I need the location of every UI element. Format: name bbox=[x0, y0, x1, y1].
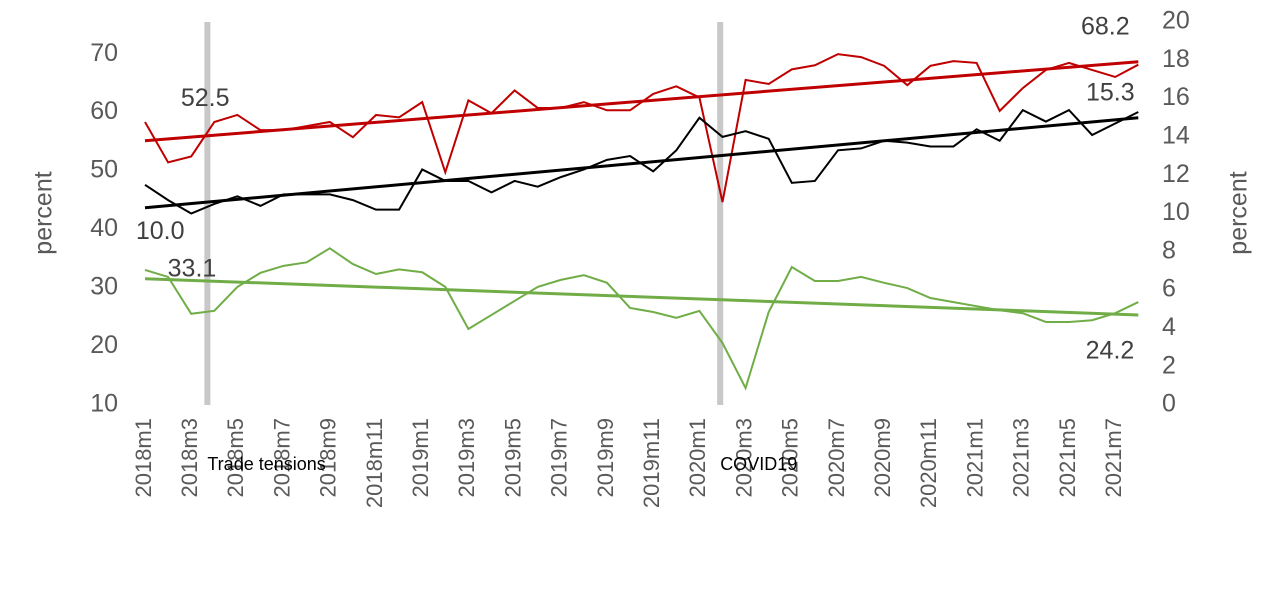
x-tick-label: 2018m5 bbox=[223, 418, 248, 498]
x-tick-label: 2019m3 bbox=[454, 418, 479, 498]
y2-tick-label: 0 bbox=[1162, 390, 1176, 418]
y2-tick-label: 12 bbox=[1162, 160, 1190, 188]
y2-axis-label: percent bbox=[1225, 171, 1253, 254]
x-tick-label: 2020m3 bbox=[731, 418, 756, 498]
x-tick-label: 2018m11 bbox=[362, 418, 387, 508]
x-tick-label: 2018m3 bbox=[177, 418, 202, 498]
x-tick-label: 2018m9 bbox=[316, 418, 341, 498]
y2-tick-label: 2 bbox=[1162, 351, 1176, 379]
y2-tick-label: 14 bbox=[1162, 122, 1190, 150]
y-axis-label: percent bbox=[30, 171, 58, 254]
x-tick-label: 2019m5 bbox=[500, 418, 525, 498]
x-tick-label: 2020m9 bbox=[870, 418, 895, 498]
x-tick-label: 2021m7 bbox=[1101, 418, 1126, 498]
annotation: 24.2 bbox=[1086, 337, 1135, 365]
y2-tick-label: 18 bbox=[1162, 45, 1190, 73]
event-label: Trade tensions bbox=[207, 454, 325, 474]
y-tick-label: 40 bbox=[90, 214, 118, 242]
annotation: 10.0 bbox=[136, 217, 185, 245]
annotation: 52.5 bbox=[181, 84, 230, 112]
annotation: 15.3 bbox=[1086, 79, 1135, 107]
x-tick-label: 2019m1 bbox=[408, 418, 433, 498]
annotation: 33.1 bbox=[168, 255, 217, 283]
y2-tick-label: 20 bbox=[1162, 7, 1190, 35]
annotation: 68.2 bbox=[1081, 12, 1130, 40]
x-tick-label: 2020m1 bbox=[685, 418, 710, 498]
x-tick-label: 2019m11 bbox=[639, 418, 664, 508]
x-tick-label: 2021m1 bbox=[962, 418, 987, 498]
x-tick-label: 2018m1 bbox=[131, 418, 156, 498]
x-tick-label: 2021m5 bbox=[1055, 418, 1080, 498]
x-tick-label: 2020m7 bbox=[824, 418, 849, 498]
y2-tick-label: 6 bbox=[1162, 275, 1176, 303]
trend-line bbox=[144, 277, 1139, 317]
x-tick-label: 2020m11 bbox=[916, 418, 941, 508]
event-label: COVID19 bbox=[720, 454, 797, 474]
series-line bbox=[144, 247, 1139, 391]
y2-tick-label: 10 bbox=[1162, 198, 1190, 226]
y-tick-label: 10 bbox=[90, 390, 118, 418]
y-tick-label: 30 bbox=[90, 273, 118, 301]
y2-tick-label: 8 bbox=[1162, 236, 1176, 264]
x-tick-label: 2019m9 bbox=[593, 418, 618, 498]
y-tick-label: 60 bbox=[90, 97, 118, 125]
y-tick-label: 70 bbox=[90, 39, 118, 67]
y-tick-label: 50 bbox=[90, 156, 118, 184]
trend-line bbox=[144, 60, 1139, 143]
trend-line bbox=[144, 116, 1139, 210]
y2-tick-label: 16 bbox=[1162, 83, 1190, 111]
x-tick-label: 2019m7 bbox=[547, 418, 572, 498]
y-tick-label: 20 bbox=[90, 331, 118, 359]
y2-tick-label: 4 bbox=[1162, 313, 1176, 341]
x-tick-label: 2018m7 bbox=[269, 418, 294, 498]
x-tick-label: 2021m3 bbox=[1009, 418, 1034, 498]
x-tick-label: 2020m5 bbox=[778, 418, 803, 498]
